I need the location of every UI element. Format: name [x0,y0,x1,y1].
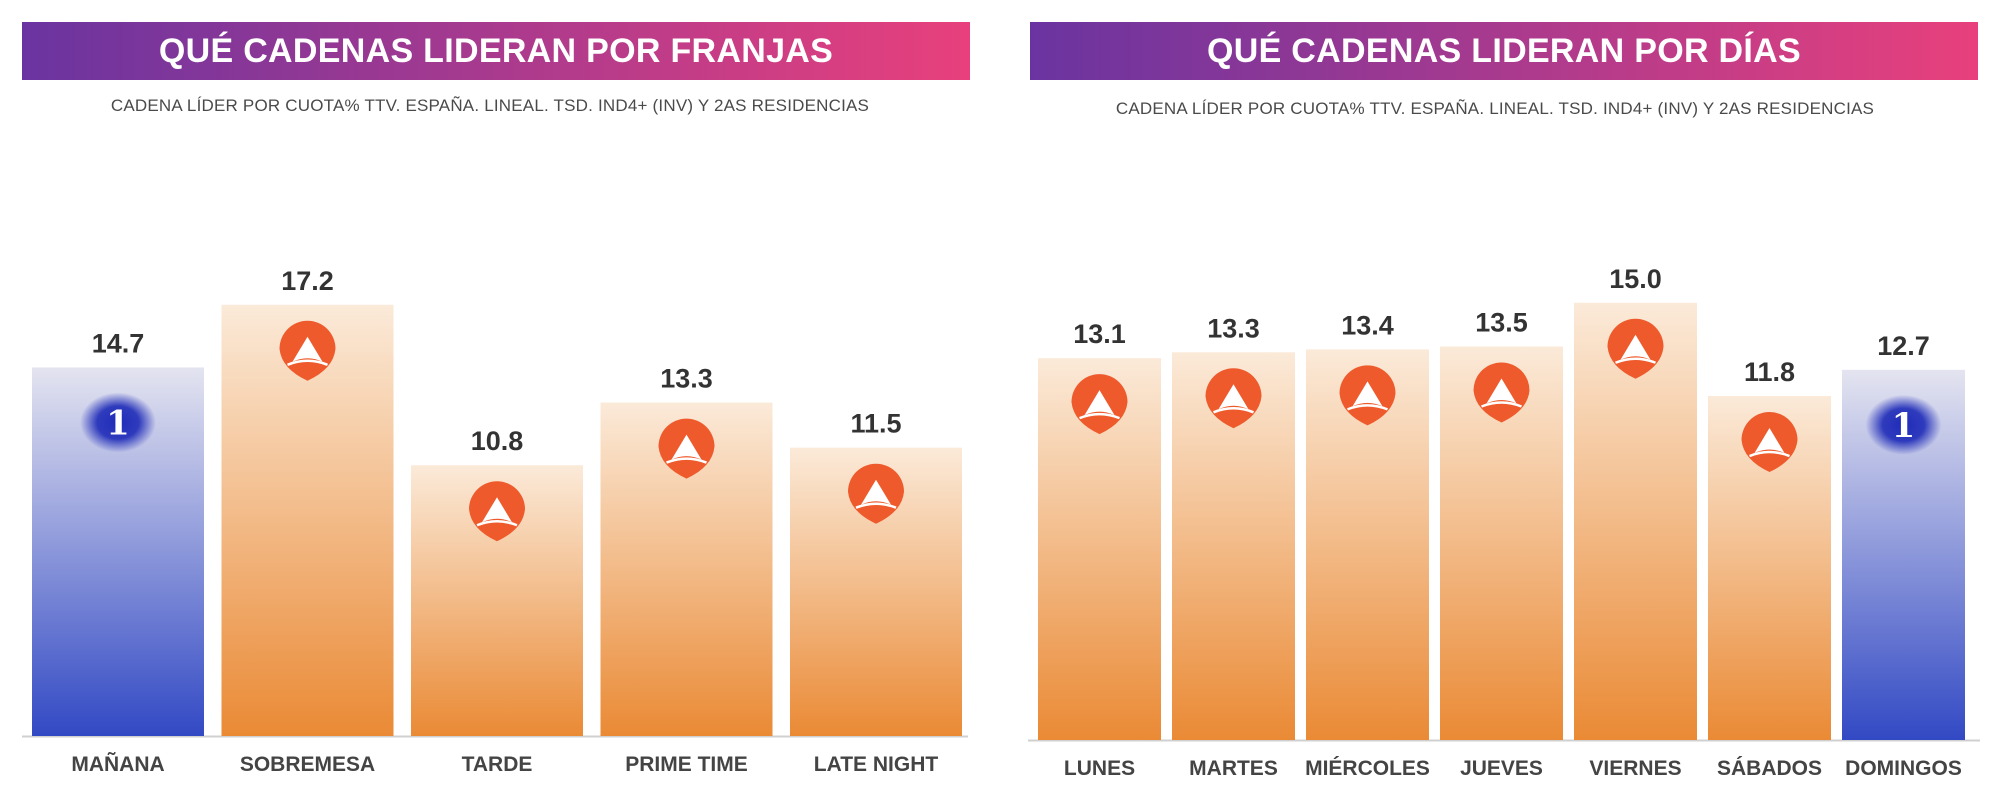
antena3-logo-icon [279,320,336,381]
chart-subtitle: CADENA LÍDER POR CUOTA% TTV. ESPAÑA. LIN… [1115,99,1875,118]
bar-value-label: 10.8 [471,426,524,456]
chart-title: QUÉ CADENAS LIDERAN POR DÍAS [1206,31,1801,70]
bar-value-label: 12.7 [1877,331,1930,361]
x-tick-label: MAÑANA [71,753,164,776]
la1-logo-icon: 1 [1865,394,1942,455]
antena3-logo-icon [1607,318,1664,379]
antena3-logo-icon [1071,374,1128,435]
chart-subtitle: CADENA LÍDER POR CUOTA% TTV. ESPAÑA. LIN… [110,96,870,115]
bar-value-label: 14.7 [92,328,145,358]
x-tick-label: DOMINGOS [1845,757,1962,780]
bar-chart-franjas: 14.7 1 MAÑANA 17.2 SOBREMESA 10.8 TARDE 13.3 PRI… [22,266,968,776]
bar-value-label: 15.0 [1609,264,1662,294]
bar-value-label: 13.3 [1207,313,1260,343]
bar-chart-dias: 13.1 LUNES 13.3 MARTES 13.4 MIÉRCOLES 13.5 JUEV… [1028,264,1980,780]
antena3-logo-icon [469,481,525,542]
antena3-logo-icon [848,463,904,524]
bar-value-label: 17.2 [281,266,334,296]
x-tick-label: LUNES [1064,757,1135,780]
antena3-logo-icon [1205,368,1262,429]
chart-title-banner: QUÉ CADENAS LIDERAN POR DÍAS [1030,22,1978,80]
x-tick-label: SÁBADOS [1717,757,1822,780]
chart-title: QUÉ CADENAS LIDERAN POR FRANJAS [158,31,834,70]
chart-panel-dias: QUÉ CADENAS LIDERAN POR DÍAS CADENA LÍDE… [1010,0,2000,811]
bar-value-label: 13.1 [1073,319,1126,349]
antena3-logo-icon [1339,365,1396,426]
x-tick-label: MARTES [1189,757,1278,780]
la1-logo-icon: 1 [80,392,156,453]
x-tick-label: MIÉRCOLES [1305,757,1430,780]
bar-value-label: 11.8 [1744,357,1795,387]
la1-logo-text: 1 [106,403,130,443]
x-tick-label: VIERNES [1589,757,1681,780]
antena3-logo-icon [1741,412,1798,473]
x-tick-label: SOBREMESA [240,753,375,776]
antena3-logo-icon [658,418,715,479]
antena3-logo-icon [1473,362,1530,423]
chart-panel-franjas: QUÉ CADENAS LIDERAN POR FRANJAS CADENA L… [0,0,980,811]
bar-value-label: 11.5 [850,409,901,439]
x-tick-label: PRIME TIME [625,753,748,776]
chart-title-banner: QUÉ CADENAS LIDERAN POR FRANJAS [22,22,970,80]
x-tick-label: LATE NIGHT [814,753,939,776]
bar-value-label: 13.5 [1475,307,1528,337]
bar-value-label: 13.4 [1341,310,1394,340]
x-tick-label: JUEVES [1460,757,1543,780]
x-tick-label: TARDE [462,753,533,776]
la1-logo-text: 1 [1892,406,1916,446]
bar-value-label: 13.3 [660,364,713,394]
